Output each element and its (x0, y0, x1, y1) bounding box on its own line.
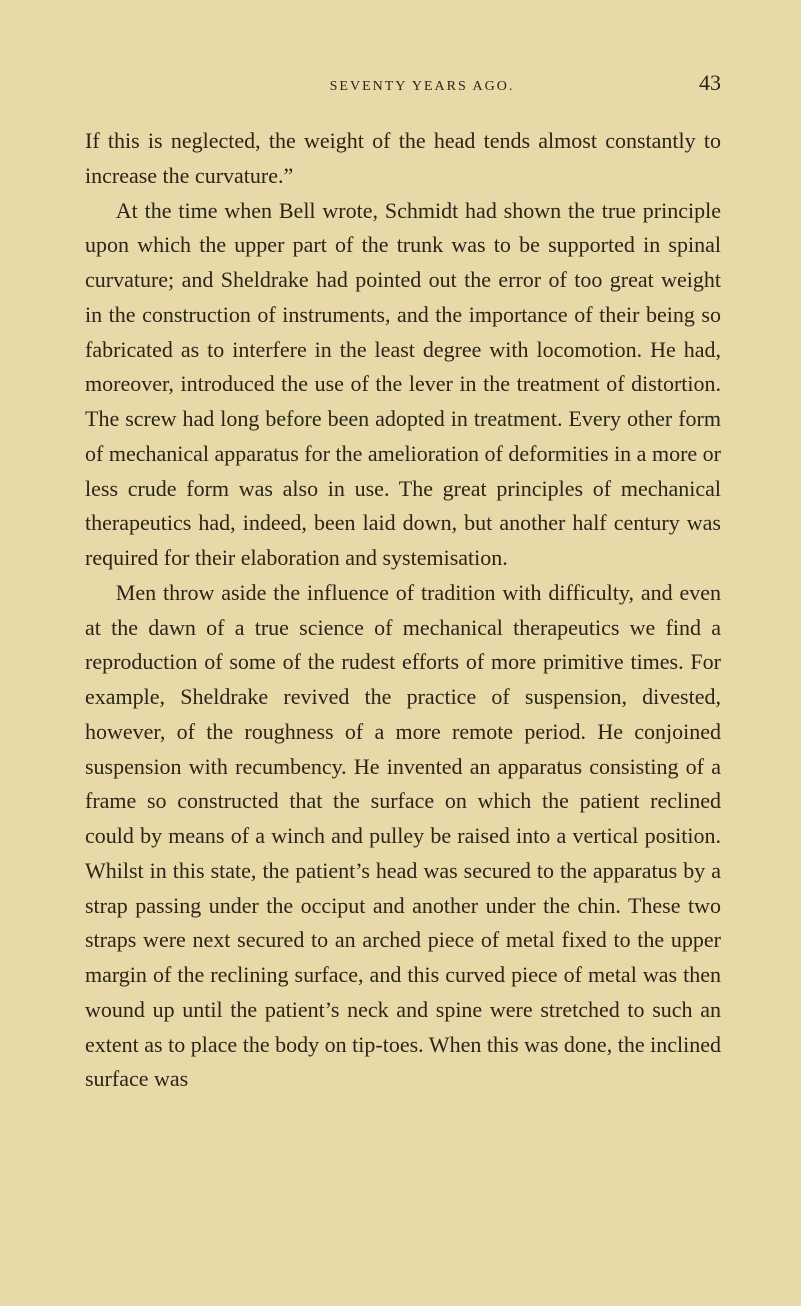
page-header: SEVENTY YEARS AGO. 43 (85, 70, 721, 96)
body-text: If this is neglected, the weight of the … (85, 124, 721, 1097)
page: SEVENTY YEARS AGO. 43 If this is neglect… (0, 0, 801, 1306)
paragraph-3: Men throw aside the influence of traditi… (85, 576, 721, 1097)
paragraph-1: If this is neglected, the weight of the … (85, 124, 721, 194)
paragraph-2: At the time when Bell wrote, Schmidt had… (85, 194, 721, 576)
running-title: SEVENTY YEARS AGO. (145, 79, 699, 95)
page-number: 43 (699, 70, 721, 96)
